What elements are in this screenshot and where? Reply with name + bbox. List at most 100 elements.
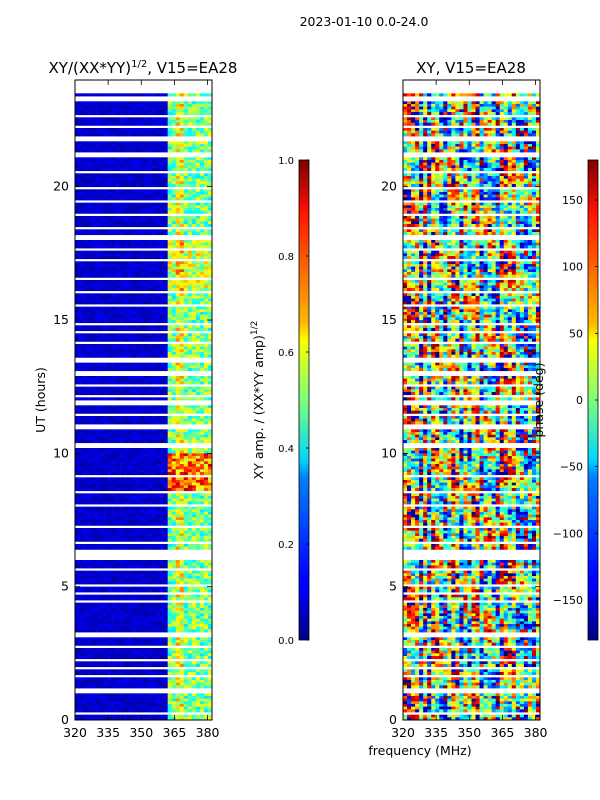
heatmap-cell: [147, 269, 152, 273]
heatmap-cell: [183, 368, 189, 372]
heatmap-cell: [95, 264, 100, 268]
heatmap-cell: [91, 194, 96, 198]
heatmap-cell: [111, 416, 116, 420]
heatmap-cell: [127, 130, 132, 134]
heatmap-cell: [115, 296, 120, 300]
heatmap-cell: [151, 349, 156, 353]
heatmap-cell: [139, 264, 144, 268]
heatmap-cell: [159, 578, 165, 582]
heatmap-cell: [127, 245, 132, 249]
heatmap-cell: [143, 282, 148, 286]
heatmap-cell: [135, 146, 140, 150]
heatmap-cell: [191, 544, 197, 548]
heatmap-cell: [79, 514, 84, 518]
heatmap-cell: [183, 573, 189, 577]
heatmap-cell: [151, 610, 156, 614]
heatmap-cell: [91, 242, 96, 246]
heatmap-cell: [183, 610, 189, 614]
heatmap-cell: [95, 352, 100, 356]
heatmap-cell: [75, 560, 80, 564]
heatmap-cell: [179, 418, 185, 422]
heatmap-cell: [99, 405, 104, 409]
heatmap-cell: [131, 429, 136, 433]
heatmap-cell: [115, 440, 120, 444]
heatmap-cell: [99, 328, 104, 332]
heatmap-cell: [183, 245, 189, 249]
heatmap-cell: [147, 573, 152, 577]
heatmap-cell: [163, 210, 169, 214]
heatmap-cell: [191, 176, 197, 180]
heatmap-cell: [131, 354, 136, 358]
heatmap-cell: [103, 536, 108, 540]
heatmap-cell: [107, 128, 112, 132]
heatmap-cell: [115, 189, 120, 193]
heatmap-cell: [163, 440, 169, 444]
heatmap-cell: [187, 112, 193, 116]
heatmap-cell: [91, 314, 96, 318]
heatmap-cell: [111, 328, 116, 332]
heatmap-cell: [179, 544, 185, 548]
heatmap-cell: [147, 389, 152, 393]
heatmap-cell: [131, 264, 136, 268]
heatmap-cell: [155, 517, 161, 521]
heatmap-cell: [151, 597, 156, 601]
heatmap-cell: [135, 520, 140, 524]
heatmap-cell: [151, 376, 156, 380]
heatmap-cell: [147, 194, 152, 198]
heatmap-cell: [151, 232, 156, 236]
heatmap-cell: [147, 221, 152, 225]
heatmap-cell: [207, 368, 213, 372]
heatmap-cell: [163, 514, 169, 518]
heatmap-cell: [151, 466, 156, 470]
heatmap-cell: [171, 386, 177, 390]
heatmap-cell: [147, 245, 152, 249]
heatmap-cell: [75, 144, 80, 148]
heatmap-cell: [155, 608, 161, 612]
heatmap-cell: [123, 512, 128, 516]
heatmap-cell: [91, 280, 96, 284]
heatmap-cell: [203, 416, 209, 420]
heatmap-cell: [155, 205, 161, 209]
heatmap-cell: [99, 189, 104, 193]
heatmap-cell: [143, 301, 148, 305]
heatmap-cell: [115, 288, 120, 292]
heatmap-cell: [119, 325, 124, 329]
heatmap-cell: [75, 344, 80, 348]
heatmap-cell: [135, 301, 140, 305]
heatmap-cell: [183, 197, 189, 201]
heatmap-cell: [183, 544, 189, 548]
heatmap-cell: [147, 522, 152, 526]
heatmap-cell: [91, 338, 96, 342]
heatmap-cell: [155, 498, 161, 502]
heatmap-cell: [115, 117, 120, 121]
heatmap-cell: [159, 610, 165, 614]
heatmap-cell: [75, 434, 80, 438]
heatmap-cell: [195, 202, 201, 206]
heatmap-cell: [187, 130, 193, 134]
heatmap-cell: [175, 306, 181, 310]
heatmap-cell: [179, 493, 185, 497]
heatmap-cell: [75, 602, 80, 606]
heatmap-cell: [135, 288, 140, 292]
heatmap-cell: [91, 122, 96, 126]
heatmap-cell: [191, 440, 197, 444]
heatmap-cell: [147, 160, 152, 164]
heatmap-cell: [95, 410, 100, 414]
heatmap-cell: [203, 354, 209, 358]
heatmap-cell: [131, 602, 136, 606]
heatmap-cell: [123, 376, 128, 380]
heatmap-cell: [147, 392, 152, 396]
heatmap-cell: [187, 176, 193, 180]
heatmap-cell: [127, 344, 132, 348]
heatmap-cell: [199, 216, 205, 220]
heatmap-cell: [191, 346, 197, 350]
heatmap-cell: [127, 605, 132, 609]
heatmap-cell: [183, 354, 189, 358]
heatmap-cell: [99, 416, 104, 420]
heatmap-cell: [191, 130, 197, 134]
heatmap-cell: [179, 597, 185, 601]
heatmap-cell: [195, 498, 201, 502]
heatmap-cell: [139, 416, 144, 420]
heatmap-cell: [119, 173, 124, 177]
heatmap-cell: [199, 178, 205, 182]
